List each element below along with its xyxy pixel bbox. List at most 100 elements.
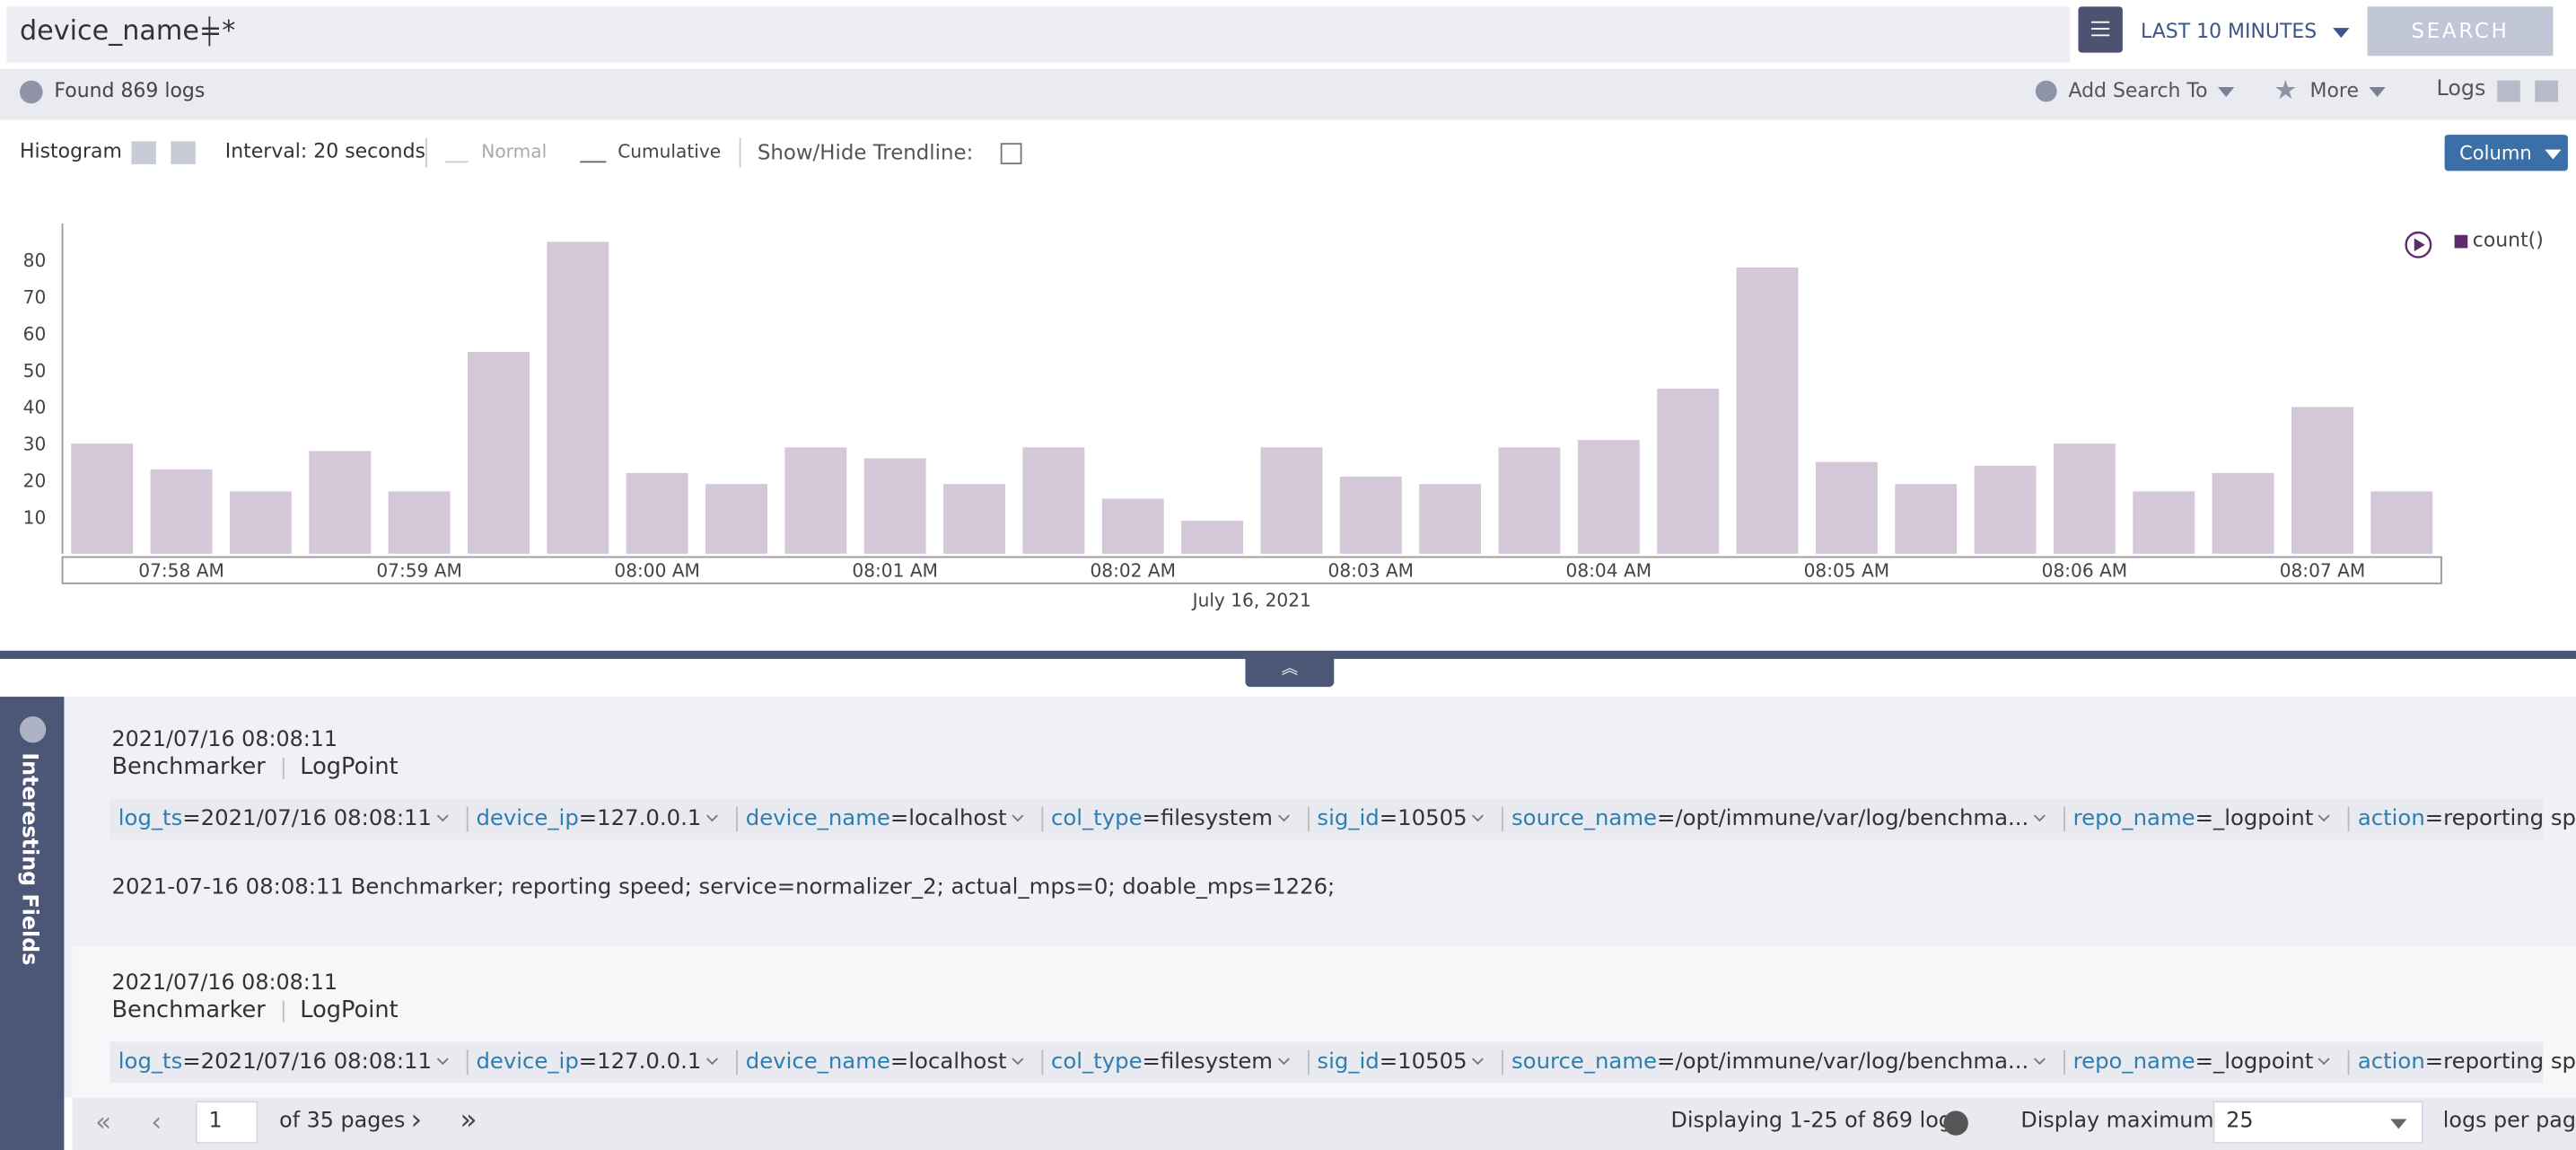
column-text[interactable]: Column <box>2459 141 2532 165</box>
found-count: Found 869 logs <box>54 78 206 102</box>
field[interactable]: sig_id=10505 <box>1317 806 1503 832</box>
bar <box>2291 407 2353 554</box>
more-menu[interactable]: More <box>2309 78 2386 102</box>
first-page[interactable]: « <box>95 1105 112 1137</box>
bar <box>1577 440 1640 554</box>
x-tick-label: 07:59 AM <box>376 559 462 581</box>
field-value: =127.0.0.1 <box>578 806 702 832</box>
field-key: col_type <box>1050 806 1143 832</box>
collapse-tab[interactable]: ︽ <box>1245 654 1335 688</box>
display-max-value[interactable]: 25 <box>2226 1109 2254 1134</box>
separator <box>425 137 427 168</box>
last-page[interactable]: » <box>460 1104 478 1137</box>
field[interactable]: log_ts=2021/07/16 08:08:11 <box>118 806 469 832</box>
field[interactable]: action=reporting speed <box>2358 807 2576 831</box>
more-text[interactable]: More <box>2309 78 2359 102</box>
field-value: =filesystem <box>1142 806 1274 832</box>
field[interactable]: log_ts=2021/07/16 08:08:11 <box>118 1049 469 1075</box>
field-value: =reporting speed <box>2424 806 2576 832</box>
trendline-checkbox[interactable] <box>1000 143 1022 165</box>
histogram-icon[interactable] <box>131 141 156 165</box>
add-search[interactable]: Add Search To <box>2068 78 2234 102</box>
bar <box>2212 472 2274 554</box>
caret <box>2217 86 2234 97</box>
field[interactable]: repo_name=_logpoint <box>2073 806 2350 832</box>
search-button[interactable]: SEARCH <box>2367 6 2554 57</box>
field[interactable]: source_name=/opt/immune/var/log/benchma.… <box>1511 1049 2065 1075</box>
field-key: log_ts <box>118 806 183 832</box>
search-query[interactable]: device_name=* <box>19 14 236 47</box>
separator <box>282 756 284 778</box>
display-max-select[interactable] <box>2212 1101 2423 1144</box>
field-key: repo_name <box>2072 1049 2195 1075</box>
page-count: of 35 pages <box>279 1109 406 1134</box>
field[interactable]: device_name=localhost <box>745 806 1043 832</box>
add-search-text[interactable]: Add Search To <box>2068 78 2208 102</box>
caret <box>2368 86 2386 97</box>
field[interactable]: col_type=filesystem <box>1051 1049 1310 1075</box>
normal-icon <box>445 141 469 163</box>
field-key: sig_id <box>1317 806 1380 832</box>
view-icon[interactable] <box>2535 80 2558 102</box>
sidebar-title[interactable]: Interesting Fields <box>16 752 41 966</box>
time-range[interactable]: LAST 10 MINUTES <box>2141 20 2350 43</box>
field[interactable]: source_name=/opt/immune/var/log/benchma.… <box>1511 806 2065 832</box>
next-page[interactable]: › <box>410 1104 423 1137</box>
view-icon[interactable] <box>2497 80 2520 102</box>
log-fields: log_ts=2021/07/16 08:08:11 device_ip=127.… <box>110 798 2576 840</box>
per-page-label: logs per page <box>2442 1109 2576 1134</box>
chevron <box>2318 810 2330 822</box>
field[interactable]: device_ip=127.0.0.1 <box>476 806 738 832</box>
caret <box>2333 27 2350 38</box>
filter-button[interactable] <box>2078 6 2123 53</box>
chevron <box>2033 810 2046 822</box>
log-entry: 2021/07/16 08:08:11 Benchmarker LogPoint lo… <box>72 946 2576 1098</box>
time-range-text[interactable]: LAST 10 MINUTES <box>2141 19 2318 43</box>
play-button <box>2405 231 2432 259</box>
interval: Interval: 20 seconds <box>224 139 425 163</box>
sidebar[interactable] <box>0 697 65 1150</box>
bar <box>2370 491 2433 554</box>
field[interactable]: repo_name=_logpoint <box>2072 1049 2350 1075</box>
chevron <box>1277 1053 1290 1066</box>
field-key: device_name <box>745 806 890 832</box>
field[interactable]: sig_id=10505 <box>1317 1049 1503 1075</box>
field[interactable]: device_ip=127.0.0.1 <box>476 1049 738 1075</box>
page-input[interactable]: 1 <box>195 1101 258 1144</box>
bar <box>150 469 213 554</box>
y-tick-label: 40 <box>23 397 47 418</box>
histogram-icon[interactable] <box>171 141 196 165</box>
x-tick-label: 08:03 AM <box>1328 559 1415 581</box>
sidebar-toggle[interactable] <box>19 716 47 743</box>
norm-name: LogPoint <box>300 754 399 781</box>
x-axis-label: July 16, 2021 <box>1191 589 1311 610</box>
bar <box>468 352 530 554</box>
normal-button[interactable]: Normal <box>481 141 548 163</box>
y-tick-label: 70 <box>23 286 47 308</box>
cumulative-button[interactable]: Cumulative <box>618 141 722 163</box>
y-tick-label: 80 <box>23 250 47 271</box>
bar <box>1974 465 2037 554</box>
pagination-bar <box>72 1097 2576 1150</box>
y-tick-label: 30 <box>23 434 47 455</box>
bar <box>626 472 688 554</box>
field[interactable]: action=reporting speed <box>2358 1050 2576 1075</box>
info-icon[interactable] <box>1943 1110 1968 1136</box>
cursor <box>208 16 211 47</box>
field[interactable]: device_name=localhost <box>746 1049 1043 1075</box>
select-caret <box>2390 1119 2407 1129</box>
field[interactable]: col_type=filesystem <box>1050 806 1310 832</box>
add-icon <box>2035 80 2057 102</box>
log-source: Benchmarker LogPoint <box>111 754 398 780</box>
legend-marker <box>2454 234 2468 249</box>
log-fields: log_ts=2021/07/16 08:08:11 device_ip=127.… <box>110 1041 2576 1084</box>
field-value: =_logpoint <box>2195 1049 2314 1075</box>
bar <box>1657 388 1720 554</box>
prev-page[interactable]: ‹ <box>151 1105 162 1137</box>
field-value: =reporting speed <box>2424 1049 2576 1075</box>
field-value: =filesystem <box>1142 1049 1274 1075</box>
search-bar[interactable] <box>6 6 2071 63</box>
bar <box>863 458 926 554</box>
column-button[interactable]: Column <box>2444 135 2568 171</box>
